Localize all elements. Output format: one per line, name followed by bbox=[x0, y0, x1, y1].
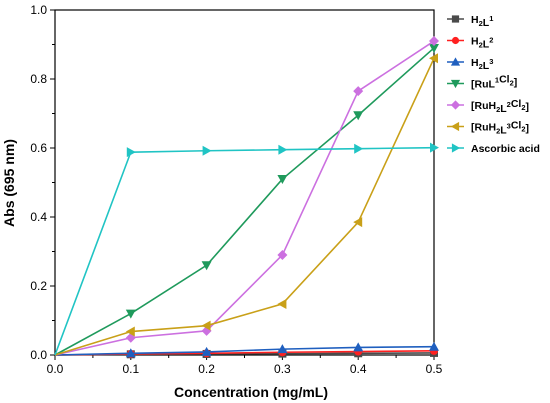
triangle-left-marker bbox=[450, 121, 460, 132]
diamond-marker bbox=[429, 36, 439, 47]
legend-item: H2L2 bbox=[447, 36, 493, 51]
triangle-right-marker bbox=[451, 143, 461, 153]
x-tick-label: 0.1 bbox=[122, 362, 139, 376]
triangle-up-marker bbox=[353, 342, 364, 352]
triangle-up-marker bbox=[277, 344, 288, 354]
y-tick-label: 0.8 bbox=[30, 72, 47, 86]
triangle-down-marker bbox=[277, 175, 288, 185]
triangle-left-marker bbox=[277, 298, 287, 309]
legend-label: [RuH2L3Cl2] bbox=[471, 120, 529, 137]
y-tick-label: 0.0 bbox=[30, 348, 47, 362]
legend-item: [RuH2L3Cl2] bbox=[447, 120, 529, 137]
legend: H2L1 H2L2 H2L3 [RuL1Cl2] [RuH2L2Cl2] [RuH2L3C… bbox=[447, 14, 540, 155]
series-rul1cl2 bbox=[54, 43, 439, 356]
triangle-down-marker bbox=[353, 111, 364, 121]
legend-item: [RuH2L2Cl2] bbox=[447, 98, 529, 115]
triangle-right-marker bbox=[278, 144, 288, 155]
triangle-up-marker bbox=[450, 57, 461, 66]
triangle-left-marker bbox=[353, 217, 363, 228]
legend-label: H2L2 bbox=[471, 36, 493, 51]
triangle-up-marker bbox=[201, 346, 212, 356]
diamond-marker bbox=[277, 249, 288, 260]
diamond-marker bbox=[450, 100, 461, 110]
triangle-down-marker bbox=[429, 43, 439, 53]
triangle-left-marker bbox=[201, 320, 211, 331]
series-line bbox=[54, 345, 435, 356]
series-ascorbic-acid bbox=[54, 142, 439, 356]
series-line bbox=[54, 57, 435, 356]
legend-label: [RuH2L2Cl2] bbox=[471, 98, 529, 115]
triangle-right-marker bbox=[430, 142, 439, 153]
x-tick-label: 0.0 bbox=[47, 362, 64, 376]
x-tick-label: 0.2 bbox=[198, 362, 215, 376]
triangle-right-marker bbox=[126, 147, 136, 158]
series-line bbox=[54, 146, 435, 356]
diamond-marker bbox=[353, 86, 364, 97]
triangle-down-marker bbox=[450, 79, 461, 89]
triangle-left-marker bbox=[429, 53, 438, 64]
series-ruh2l3cl2 bbox=[54, 53, 438, 356]
legend-item: Ascorbic acid bbox=[447, 143, 540, 155]
legend-label: H2L3 bbox=[471, 57, 493, 72]
x-tick-label: 0.4 bbox=[350, 362, 367, 376]
y-tick-label: 1.0 bbox=[30, 3, 47, 17]
legend-label: H2L1 bbox=[471, 14, 493, 29]
series-h2l3 bbox=[54, 341, 439, 358]
triangle-up-marker bbox=[125, 348, 136, 358]
series-line bbox=[54, 40, 435, 356]
legend-label: Ascorbic acid bbox=[471, 143, 540, 155]
triangle-down-marker bbox=[125, 309, 136, 319]
x-tick-label: 0.5 bbox=[426, 362, 443, 376]
triangle-right-marker bbox=[354, 143, 364, 154]
legend-label: [RuL1Cl2] bbox=[471, 74, 517, 91]
x-axis-title: Concentration (mg/mL) bbox=[174, 384, 328, 400]
legend-item: H2L3 bbox=[447, 57, 493, 72]
axes: 0.0 0.1 0.2 0.3 0.4 0.5 0.0 0.2 0.4 0.6 0.8 1.0 bbox=[30, 3, 442, 376]
y-axis-title: Abs (695 nm) bbox=[1, 139, 17, 227]
legend-item: [RuL1Cl2] bbox=[447, 74, 517, 91]
triangle-up-marker bbox=[429, 341, 439, 351]
circle-marker bbox=[451, 36, 460, 45]
x-tick-label: 0.3 bbox=[274, 362, 291, 376]
series-line bbox=[54, 47, 435, 356]
square-marker bbox=[451, 15, 460, 23]
series-layer bbox=[54, 36, 439, 359]
triangle-right-marker bbox=[202, 145, 212, 156]
y-tick-label: 0.2 bbox=[30, 279, 47, 293]
y-tick-label: 0.6 bbox=[30, 141, 47, 155]
series-ruh2l2cl2 bbox=[54, 36, 439, 356]
triangle-left-marker bbox=[125, 326, 135, 337]
y-tick-label: 0.4 bbox=[30, 210, 47, 224]
triangle-down-marker bbox=[201, 261, 212, 271]
legend-item: H2L1 bbox=[447, 14, 493, 29]
